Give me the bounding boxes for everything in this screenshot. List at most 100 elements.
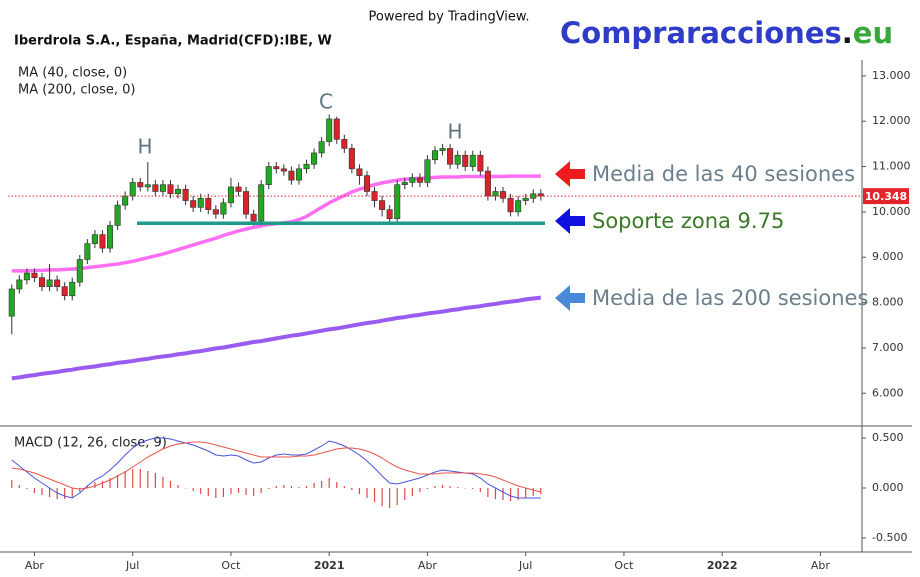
histogram-bar (124, 471, 126, 488)
candle-body (99, 234, 106, 249)
macd-title: MACD (12, 26, close, 9) (14, 436, 167, 451)
candle-body (477, 154, 484, 172)
candle-body (394, 184, 401, 219)
candle-body (76, 259, 83, 283)
pattern-label: H (137, 135, 152, 159)
histogram-bar (154, 473, 156, 488)
candle-body (333, 118, 340, 140)
candle-body (205, 197, 212, 210)
histogram-bar (192, 488, 194, 491)
brand-dot: . (842, 16, 853, 50)
candle-body (424, 159, 431, 183)
candle-body (469, 154, 476, 167)
candle-body (212, 209, 219, 215)
brand-name: Compraracciones (560, 16, 842, 50)
candle-body (129, 182, 136, 197)
histogram-bar (48, 488, 51, 497)
candle-body (54, 279, 61, 288)
brand-tld: eu (853, 16, 893, 50)
macd-line (11, 437, 541, 499)
candle-body (386, 209, 393, 219)
histogram-bar (351, 488, 353, 490)
histogram-bar (426, 488, 429, 489)
candle-body (167, 184, 174, 195)
x-tick-label: Abr (811, 559, 831, 572)
histogram-bar (434, 486, 436, 488)
annotations: H C H Media de las 40 sesiones Soporte z… (137, 90, 868, 311)
x-tick-label: Jul (125, 559, 139, 572)
histogram-bar (11, 480, 13, 488)
histogram-bar (215, 488, 217, 498)
histogram-bar (185, 488, 187, 489)
histogram-bar (41, 488, 43, 495)
histogram-bar (207, 488, 209, 496)
y-tick-label: -0.500 (872, 531, 907, 544)
candle-body (507, 197, 514, 213)
histogram-bar (200, 488, 202, 494)
candle-body (38, 277, 46, 288)
last-price-label: 10.348 (865, 190, 907, 203)
candle-body (326, 118, 333, 142)
histogram-bar (502, 488, 504, 500)
histogram-bar (336, 482, 338, 488)
histogram-bar (321, 481, 323, 488)
candle-body (16, 279, 23, 290)
candle-body (492, 191, 499, 197)
candle-body (91, 234, 98, 244)
candle-body (250, 213, 257, 222)
histogram-bar (373, 488, 376, 502)
histogram-bar (343, 486, 345, 488)
histogram-bar (411, 488, 413, 496)
histogram-bar (298, 487, 300, 488)
histogram-bar (109, 478, 111, 488)
candle-body (439, 148, 446, 151)
candle-body (152, 184, 159, 192)
legend-entry: MA (40, close, 0) (18, 66, 127, 81)
histogram-bar (268, 488, 270, 489)
candle-body (220, 202, 227, 215)
histogram-bar (305, 486, 308, 488)
candle-body (409, 177, 416, 183)
histogram-bar (237, 488, 240, 493)
candle-body (379, 200, 386, 210)
arrow (555, 161, 585, 187)
histogram-bar (33, 488, 36, 493)
histogram-bar (283, 485, 285, 488)
histogram-bar (479, 488, 481, 492)
pattern-label: C (319, 90, 333, 114)
candle-body (311, 152, 318, 165)
candle-body (243, 191, 250, 215)
histogram-bar (86, 486, 88, 488)
candle-body (303, 163, 310, 170)
histogram-bar (79, 488, 81, 492)
candle-body (175, 188, 182, 195)
y-tick-label: 7.000 (872, 341, 904, 354)
candle-body (144, 184, 151, 188)
histogram-bar (169, 481, 172, 488)
moving-average (11, 295, 542, 381)
histogram-bar (449, 486, 451, 488)
histogram-bar (230, 488, 232, 494)
histogram-bar (245, 488, 247, 495)
candle-body (84, 243, 91, 260)
y-tick-label: 6.000 (872, 386, 904, 399)
candle-body (454, 154, 461, 165)
y-tick-label: 8.000 (872, 296, 904, 309)
y-tick-label: 10.000 (872, 205, 911, 218)
histogram-bar (275, 486, 277, 488)
histogram-bar (101, 481, 104, 488)
macd-line (11, 441, 541, 493)
candle-body (431, 150, 439, 161)
candle-body (137, 182, 144, 188)
histogram-bar (290, 486, 293, 488)
annotation: Media de las 200 sesiones (592, 286, 868, 310)
candle-body (197, 197, 204, 208)
x-tick-label: Oct (614, 559, 634, 572)
histogram-bar (328, 478, 330, 488)
candle-body (23, 272, 30, 281)
histogram-bar (147, 471, 149, 488)
x-tick-label: Abr (418, 559, 438, 572)
candle-body (159, 184, 166, 192)
